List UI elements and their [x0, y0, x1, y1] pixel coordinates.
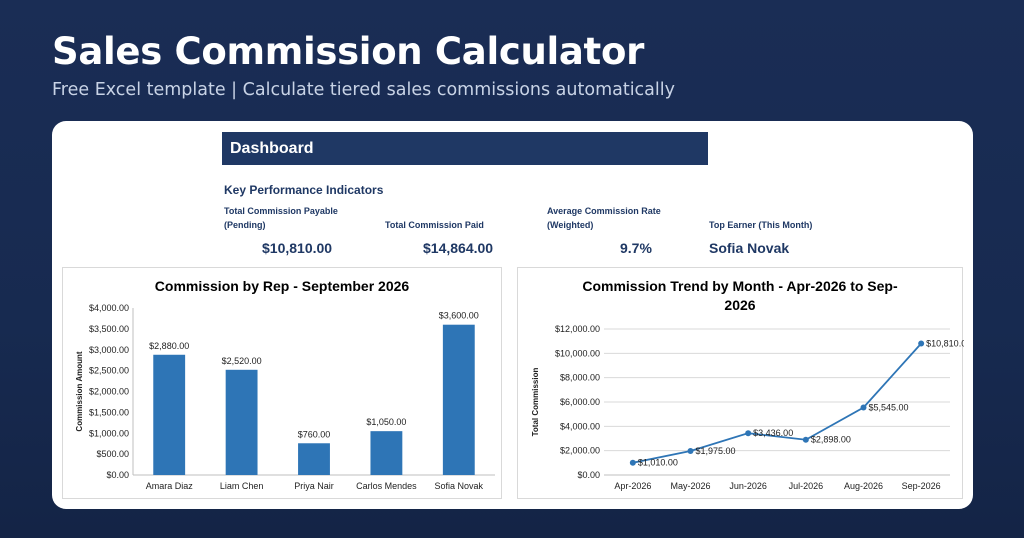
line-point-jun-2026	[745, 430, 752, 437]
bar-sofia-novak	[442, 324, 475, 475]
line-y-axis-title: Total Commission	[531, 368, 540, 437]
kpi-value-paid: $14,864.00	[423, 240, 494, 256]
line-point-aug-2026	[860, 404, 867, 411]
kpi-label-rate: Average Commission Rate (Weighted)	[547, 206, 661, 230]
bar-data-label: $2,880.00	[149, 341, 189, 351]
bar-liam-chen	[225, 369, 258, 475]
bar-amara-diaz	[153, 354, 186, 475]
line-x-tick-label: Jun-2026	[729, 481, 767, 491]
bar-y-tick-label: $1,500.00	[89, 407, 129, 417]
bar-carlos-mendes	[370, 431, 403, 475]
line-y-tick-label: $8,000.00	[560, 373, 600, 383]
bar-data-label: $2,520.00	[222, 356, 262, 366]
line-y-tick-label: $10,000.00	[555, 348, 600, 358]
line-data-label: $1,975.00	[696, 446, 736, 456]
line-y-tick-label: $2,000.00	[560, 446, 600, 456]
bar-chart: $0.00 $500.00 $1,000.00 $1,500.00 $2,000.00 $…	[75, 303, 495, 491]
bar-data-label: $1,050.00	[366, 417, 406, 427]
line-data-label: $3,436.00	[753, 428, 793, 438]
bar-y-tick-label: $1,000.00	[89, 428, 129, 438]
hero-subtitle: Free Excel template | Calculate tiered s…	[52, 80, 675, 100]
line-y-tick-label: $4,000.00	[560, 421, 600, 431]
kpi-value-top-earner: Sofia Novak	[709, 240, 790, 256]
line-data-label: $2,898.00	[811, 435, 851, 445]
line-x-tick-label: Jul-2026	[789, 481, 824, 491]
bar-y-tick-label: $4,000.00	[89, 303, 129, 313]
kpi-label-paid: Total Commission Paid	[385, 220, 484, 230]
line-point-jul-2026	[802, 436, 809, 443]
bar-y-tick-label: $2,500.00	[89, 366, 129, 376]
kpi-label-top-earner: Top Earner (This Month)	[709, 220, 813, 230]
bar-data-label: $760.00	[298, 429, 331, 439]
bar-x-tick-label: Priya Nair	[294, 481, 334, 491]
bar-y-tick-label: $3,500.00	[89, 324, 129, 334]
bar-y-axis-title: Commission Amount	[75, 351, 84, 431]
line-point-may-2026	[687, 447, 694, 454]
bar-chart-title: Commission by Rep - September 2026	[154, 278, 410, 294]
line-x-tick-label: May-2026	[670, 481, 710, 491]
bar-x-tick-label: Amara Diaz	[146, 481, 194, 491]
bar-x-tick-label: Carlos Mendes	[356, 481, 417, 491]
line-chart-panel: Commission Trend by Month - Apr-2026 to …	[517, 267, 964, 499]
bar-y-tick-label: $500.00	[96, 449, 129, 459]
line-y-tick-label: $12,000.00	[555, 324, 600, 334]
line-y-tick-label: $0.00	[577, 470, 600, 480]
line-x-tick-label: Aug-2026	[844, 481, 883, 491]
kpi-heading: Key Performance Indicators	[224, 183, 384, 197]
line-data-label: $5,545.00	[869, 403, 909, 413]
line-point-sep-2026	[918, 340, 925, 347]
kpi-value-rate: 9.7%	[620, 240, 652, 256]
bar-y-tick-label: $3,000.00	[89, 345, 129, 355]
line-x-tick-label: Sep-2026	[902, 481, 941, 491]
bar-chart-panel: Commission by Rep - September 2026 $0.00…	[62, 267, 502, 499]
line-series-commission	[632, 342, 922, 464]
line-data-label: $10,810.00	[926, 338, 964, 348]
bar-y-tick-label: $2,000.00	[89, 387, 129, 397]
line-data-label: $1,010.00	[638, 458, 678, 468]
bar-x-tick-label: Liam Chen	[220, 481, 264, 491]
bar-data-label: $3,600.00	[439, 311, 479, 321]
kpi-label-payable: Total Commission Payable (Pending)	[224, 206, 338, 230]
line-point-apr-2026	[629, 459, 636, 466]
dashboard-card: Dashboard Key Performance Indicators Tot…	[52, 121, 973, 509]
bar-priya-nair	[298, 443, 330, 475]
kpi-value-payable: $10,810.00	[262, 240, 333, 256]
line-y-tick-label: $6,000.00	[560, 397, 600, 407]
line-chart-title: Commission Trend by Month - Apr-2026 to …	[582, 278, 898, 313]
line-x-tick-label: Apr-2026	[614, 481, 651, 491]
line-chart: $0.00 $2,000.00 $4,000.00 $6,000.00 $8,000.0…	[531, 324, 964, 491]
dashboard-header: Dashboard	[222, 132, 708, 165]
bar-y-tick-label: $0.00	[106, 470, 129, 480]
hero-title: Sales Commission Calculator	[52, 30, 645, 73]
bar-x-tick-label: Sofia Novak	[435, 481, 484, 491]
